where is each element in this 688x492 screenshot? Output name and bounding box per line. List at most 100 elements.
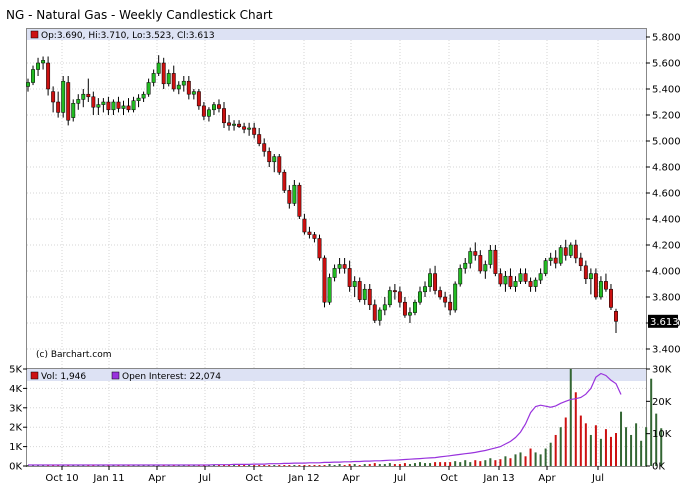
- volume-bar: [630, 434, 633, 466]
- candle-body: [151, 73, 156, 83]
- candle-body: [603, 281, 608, 290]
- volume-bar: [514, 454, 517, 466]
- volume-bar: [243, 465, 246, 466]
- candle-body: [553, 257, 558, 264]
- volume-bar: [228, 465, 231, 466]
- volume-bar: [479, 461, 482, 466]
- candle-body: [101, 101, 106, 105]
- candle-body: [332, 268, 337, 278]
- volume-bar: [529, 448, 532, 466]
- candle-body: [237, 123, 242, 127]
- volume-bar: [328, 464, 331, 466]
- candle-body: [609, 288, 613, 308]
- candle-body: [428, 273, 433, 287]
- volume-bar: [217, 465, 220, 466]
- candle-body: [31, 69, 35, 83]
- candle-body: [493, 249, 498, 274]
- volume-bar: [444, 462, 447, 466]
- volume-tick-label: 3K: [9, 403, 22, 414]
- volume-grid: [27, 381, 646, 466]
- volume-bar: [539, 454, 542, 466]
- price-tick-label: 4.400: [652, 215, 681, 226]
- volume-bar: [268, 465, 271, 466]
- volume-bars: [27, 369, 663, 466]
- candle-body: [498, 273, 503, 285]
- candle-body: [583, 265, 588, 280]
- candle-body: [257, 134, 262, 144]
- volume-bar: [258, 465, 261, 466]
- volume-bar: [569, 369, 572, 466]
- volume-bar: [454, 461, 457, 466]
- volume-bar: [650, 378, 653, 466]
- candle-body: [528, 281, 533, 287]
- candle-body: [171, 73, 176, 90]
- time-tick-label: Jan 12: [287, 473, 319, 484]
- candle-body: [121, 105, 126, 109]
- candle-body: [91, 96, 96, 108]
- price-axis: 3.4003.6003.8004.0004.2004.4004.6004.800…: [646, 33, 681, 356]
- time-tick-label: Jan 13: [482, 473, 514, 484]
- candle-body: [61, 80, 66, 113]
- price-tick-label: 5.400: [652, 85, 681, 96]
- volume-bar: [439, 462, 442, 466]
- candle-body: [533, 279, 538, 287]
- volume-bar: [504, 456, 507, 466]
- candle-body: [563, 247, 568, 256]
- volume-bar: [524, 456, 527, 466]
- copyright-text: (c) Barchart.com: [36, 350, 112, 360]
- candle-body: [166, 73, 171, 85]
- oi-tick-label: 20K: [652, 397, 672, 408]
- volume-bar: [238, 465, 241, 466]
- candle-body: [327, 277, 332, 303]
- candle-body: [347, 268, 352, 287]
- candle-body: [247, 127, 252, 130]
- volume-bar: [424, 463, 427, 466]
- candle-body: [598, 281, 603, 298]
- candle-body: [282, 171, 287, 191]
- price-tick-label: 5.000: [652, 137, 681, 148]
- volume-bar: [429, 463, 432, 466]
- candle-body: [614, 311, 618, 322]
- volume-bar: [554, 434, 557, 466]
- volume-bar: [293, 465, 296, 466]
- time-tick-label: Apr: [538, 473, 556, 484]
- time-tick-label: Jul: [393, 473, 406, 484]
- volume-bar: [534, 452, 537, 466]
- price-tick-label: 4.200: [652, 241, 681, 252]
- candle-body: [593, 273, 598, 298]
- oi-legend-swatch: [111, 371, 120, 380]
- candle-body: [297, 184, 302, 217]
- candle-body: [578, 257, 583, 267]
- candle-body: [483, 264, 488, 272]
- candle-body: [568, 244, 573, 256]
- time-tick-label: Oct: [245, 473, 262, 484]
- candle-body: [548, 257, 553, 261]
- volume-bar: [403, 463, 406, 466]
- volume-bar: [278, 465, 281, 466]
- candle-body: [337, 264, 342, 269]
- candle-body: [478, 255, 483, 272]
- time-tick-label: Jan 11: [92, 473, 124, 484]
- price-tick-label: 4.800: [652, 163, 681, 174]
- time-tick-label: Jul: [591, 473, 604, 484]
- last-price-label: 3.613: [650, 317, 679, 328]
- volume-bar: [368, 464, 371, 466]
- volume-bar: [313, 465, 316, 466]
- chart-title: NG - Natural Gas - Weekly Candlestick Ch…: [6, 8, 273, 22]
- candle-body: [488, 249, 493, 265]
- candle-body: [111, 101, 116, 111]
- candle-body: [211, 104, 216, 111]
- volume-bar: [509, 458, 512, 466]
- volume-bar: [338, 464, 341, 466]
- open-interest-axis: 0K 10K 20K 30K: [646, 365, 672, 473]
- candle-body: [407, 312, 412, 316]
- candle-body: [56, 101, 61, 113]
- candle-body: [46, 62, 51, 90]
- candle-body: [141, 93, 146, 99]
- price-panel: [26, 28, 647, 369]
- volume-tick-label: 2K: [9, 423, 22, 434]
- volume-bar: [323, 465, 326, 466]
- candle-body: [558, 247, 563, 264]
- candle-body: [66, 82, 71, 121]
